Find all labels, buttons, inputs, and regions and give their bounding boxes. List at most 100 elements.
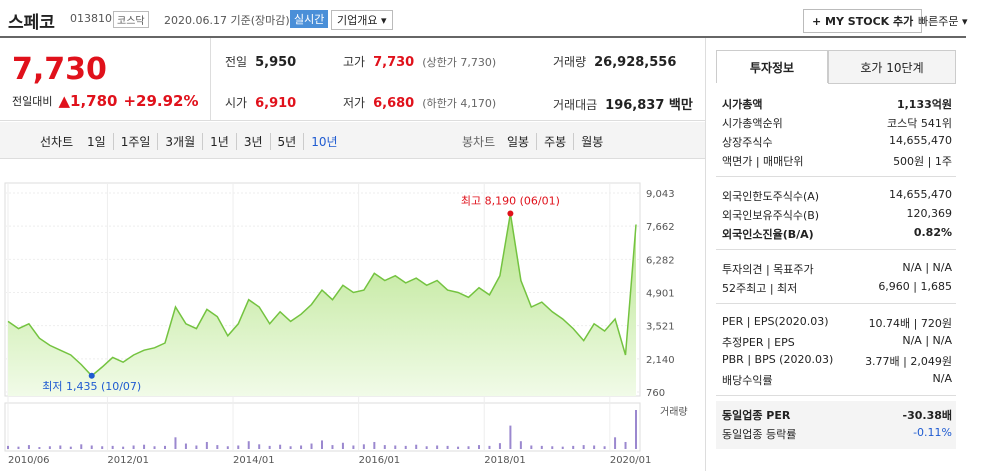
volume-label: 거래량 [660, 406, 688, 418]
info-label: 배당수익률 [722, 374, 773, 387]
x-tick-label: 2020/01 [610, 455, 652, 466]
volume-bar [635, 410, 637, 449]
info-value: 1,133억원 [896, 98, 952, 111]
info-tab-active[interactable]: 투자정보 [716, 50, 828, 83]
period-tabs: 1일 1주일 3개월 1년 3년 5년 10년 [80, 133, 345, 150]
volume-bar [352, 445, 355, 449]
info-value: -0.11% [913, 426, 952, 439]
info-value: 6,960 | 1,685 [878, 280, 952, 293]
volume-bar [27, 445, 30, 449]
volume-bar [174, 437, 177, 449]
info-label: 52주최고 | 최저 [722, 282, 798, 295]
volume-bar [164, 445, 166, 449]
volume-bar [101, 446, 104, 449]
candle-tabs: 일봉 주봉 월봉 [500, 133, 610, 150]
y-tick-label: 2,140 [646, 355, 675, 366]
period-tab[interactable]: 3년 [235, 133, 270, 150]
volume-bar [7, 445, 9, 449]
info-label: 동일업종 PER [722, 409, 791, 422]
stock-code: 013810 [70, 12, 112, 25]
period-tab[interactable]: 1일 [87, 135, 106, 149]
period-tab[interactable]: 1년 [202, 133, 236, 150]
info-label: 시가총액순위 [722, 117, 783, 130]
info-label: 외국인한도주식수(A) [722, 190, 820, 203]
info-separator [716, 249, 956, 250]
quote-value: 5,950 [255, 55, 297, 70]
quote-value: 7,730 [373, 55, 415, 70]
volume-bar [624, 441, 627, 449]
info-row: 액면가 | 매매단위 500원 | 1주 [722, 153, 952, 169]
volume-bar [184, 443, 187, 449]
volume-bar [498, 443, 501, 449]
quote-value: 26,928,556 [594, 55, 677, 70]
volume-bar [59, 445, 62, 449]
volume-bar [289, 446, 292, 449]
volume-bar [153, 446, 156, 449]
info-label: 액면가 | 매매단위 [722, 155, 804, 168]
quote-label: 시가 [225, 96, 248, 110]
quote-item: 거래량 26,928,556 [553, 53, 676, 70]
company-info: 기업개요 [337, 14, 378, 27]
info-separator [716, 303, 956, 304]
info-label: 시가총액 [722, 98, 763, 111]
info-tab[interactable]: 호가 10단계 [828, 50, 956, 84]
candle-tab[interactable]: 월봉 [573, 133, 610, 150]
info-label: 외국인보유주식수(B) [722, 209, 820, 222]
info-label: 외국인소진율(B/A) [722, 228, 814, 241]
period-tab[interactable]: 5년 [269, 133, 304, 150]
y-tick-label: 760 [646, 388, 665, 399]
volume-bar [226, 446, 229, 449]
info-value: N/A | N/A [902, 334, 952, 347]
annotation-label: 최고 8,190 (06/01) [461, 194, 560, 207]
volume-bar [247, 441, 250, 449]
volume-bar [69, 446, 72, 449]
info-value: 코스닥 541위 [887, 117, 952, 130]
volume-frame [4, 402, 641, 452]
volume-bar [603, 446, 606, 449]
company-info-button[interactable]: 기업개요 ▾ [331, 10, 393, 30]
volume-bar [90, 445, 93, 449]
info-value: 10.74배 | 720원 [868, 317, 952, 330]
info-value: 14,655,470 [889, 188, 952, 201]
period-tab[interactable]: 3개월 [157, 133, 202, 150]
period-tab[interactable]: 1주일 [112, 133, 158, 150]
volume-bar [237, 445, 240, 449]
x-tick-label: 2010/06 [8, 455, 50, 466]
info-row: 투자의견 | 목표주가 N/A | N/A [722, 261, 952, 277]
quote-label: 거래량 [553, 55, 587, 69]
volume-bar [38, 447, 41, 449]
period-tab[interactable]: 10년 [303, 133, 344, 150]
panel-divider [705, 38, 706, 471]
current-price: 7,730 [12, 52, 107, 87]
quote-label: 전일 [225, 55, 248, 69]
price-divider [210, 38, 211, 120]
volume-bar [268, 445, 271, 449]
quote-item: 거래대금 196,837 백만 [553, 94, 693, 113]
info-row: 동일업종 PER -30.38배 [722, 407, 952, 423]
y-tick-label: 3,521 [646, 322, 675, 333]
market-tag: 코스닥 [113, 11, 149, 28]
candle-tab[interactable]: 일봉 [507, 135, 530, 149]
volume-bar [216, 445, 219, 449]
volume-bar [488, 445, 491, 449]
line-chart-label: 선차트 [40, 135, 74, 149]
volume-bar [122, 446, 125, 449]
quote-item: 고가 7,730 (상한가 7,730) [343, 53, 496, 70]
volume-bar [425, 446, 428, 449]
quote-label: 고가 [343, 55, 366, 69]
candle-tab[interactable]: 주봉 [536, 133, 573, 150]
volume-bar [383, 445, 386, 449]
volume-bar [373, 441, 376, 449]
quote-value: 6,910 [255, 96, 297, 111]
my-stock-button[interactable]: + MY STOCK 추가 [803, 9, 923, 33]
quick-order[interactable]: 빠른주문 ▾ [918, 15, 968, 28]
quote-item: 저가 6,680 (하한가 4,170) [343, 94, 496, 111]
info-value: 14,655,470 [889, 134, 952, 147]
realtime-button[interactable]: 실시간 [290, 10, 329, 28]
info-row: 상장주식수 14,655,470 [722, 134, 952, 150]
info-value: 3.77배 | 2,049원 [865, 355, 952, 368]
y-tick-label: 6,282 [646, 255, 675, 266]
quick-order-text: 빠른주문 [918, 15, 959, 28]
candle-chart-label: 봉차트 [462, 135, 496, 149]
info-label: 투자의견 | 목표주가 [722, 263, 814, 276]
